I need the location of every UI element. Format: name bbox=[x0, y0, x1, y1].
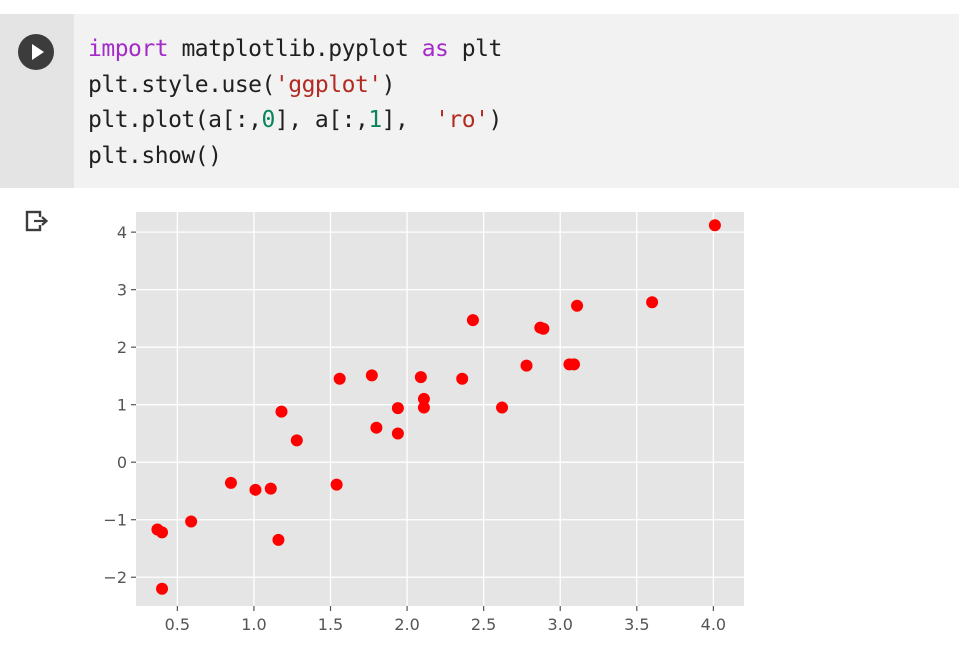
data-point bbox=[646, 296, 659, 309]
data-point bbox=[466, 314, 479, 327]
data-point bbox=[520, 359, 533, 372]
cell-output: 0.5 1.0 1.5 2.0 2.5 3.0 3.5 4.0 −2 −1 0 1 2 3 4 bbox=[0, 188, 959, 671]
output-arrow-icon[interactable] bbox=[24, 208, 50, 234]
data-point bbox=[537, 322, 550, 335]
x-tick-label: 3.0 bbox=[547, 615, 572, 634]
data-point bbox=[365, 369, 378, 382]
code-token: 1 bbox=[368, 107, 382, 133]
x-tick-label: 4.0 bbox=[701, 615, 726, 634]
x-tick-label: 2.0 bbox=[394, 615, 419, 634]
data-point bbox=[571, 299, 584, 312]
data-point bbox=[156, 582, 169, 595]
data-point bbox=[264, 482, 277, 495]
run-button[interactable] bbox=[18, 34, 54, 70]
code-token: import bbox=[88, 36, 169, 62]
code-token: plt bbox=[448, 36, 503, 62]
y-tick-label: 2 bbox=[117, 338, 127, 357]
code-editor[interactable]: import matplotlib.pyplot as plt plt.style… bbox=[88, 32, 502, 174]
x-tick-label: 1.0 bbox=[241, 615, 266, 634]
y-tick-label: 1 bbox=[117, 396, 127, 415]
data-point bbox=[568, 358, 581, 371]
y-tick-label: 3 bbox=[117, 281, 127, 300]
code-token: ], a[:, bbox=[274, 107, 369, 133]
plot-area bbox=[136, 212, 744, 606]
x-tick-label: 0.5 bbox=[165, 615, 190, 634]
y-tick-label: 4 bbox=[117, 223, 127, 242]
data-point bbox=[275, 405, 288, 418]
code-token: matplotlib.pyplot bbox=[168, 36, 422, 62]
code-line: plt.style.use('ggplot') bbox=[88, 68, 502, 104]
x-tick-label: 2.5 bbox=[471, 615, 496, 634]
code-line: plt.plot(a[:,0], a[:,1], 'ro') bbox=[88, 103, 502, 139]
data-point bbox=[496, 401, 509, 414]
code-line: plt.show() bbox=[88, 139, 502, 175]
toolbar-edge bbox=[0, 0, 959, 15]
code-token: as bbox=[421, 36, 449, 62]
code-token: plt.show() bbox=[88, 142, 222, 169]
y-tick-label: −2 bbox=[103, 568, 127, 587]
code-token: ) bbox=[381, 71, 396, 98]
data-point bbox=[391, 402, 404, 415]
data-point bbox=[224, 476, 237, 489]
code-token: plt.style.use( bbox=[88, 71, 275, 98]
code-cell[interactable]: import matplotlib.pyplot as plt plt.style… bbox=[0, 14, 959, 188]
y-tick-label: 0 bbox=[117, 453, 127, 472]
data-point bbox=[370, 421, 383, 434]
data-point bbox=[185, 515, 198, 528]
scatter-plot: 0.5 1.0 1.5 2.0 2.5 3.0 3.5 4.0 −2 −1 0 1 2 3 4 bbox=[103, 212, 744, 634]
code-token: ) bbox=[488, 107, 502, 133]
code-token: plt.plot(a[:, bbox=[88, 107, 262, 133]
data-point bbox=[333, 372, 346, 385]
code-token: 'ggplot' bbox=[274, 71, 382, 98]
code-token: 'ro' bbox=[435, 107, 489, 133]
data-point bbox=[708, 219, 721, 232]
code-token: ], bbox=[381, 107, 436, 133]
data-point bbox=[417, 392, 430, 405]
y-tick-label: −1 bbox=[103, 511, 127, 530]
data-point bbox=[417, 401, 430, 414]
code-token: 0 bbox=[261, 107, 276, 133]
data-point bbox=[330, 478, 343, 491]
data-point bbox=[272, 533, 285, 546]
play-icon bbox=[32, 44, 44, 60]
x-tick-label: 1.5 bbox=[318, 615, 343, 634]
data-point bbox=[249, 483, 262, 496]
data-point bbox=[156, 526, 169, 539]
cell-gutter bbox=[0, 14, 74, 188]
data-point bbox=[290, 434, 303, 447]
code-line: import matplotlib.pyplot as plt bbox=[88, 32, 502, 68]
data-point bbox=[391, 427, 404, 440]
x-tick-label: 3.5 bbox=[624, 615, 649, 634]
data-point bbox=[456, 372, 469, 385]
data-point bbox=[414, 371, 427, 384]
